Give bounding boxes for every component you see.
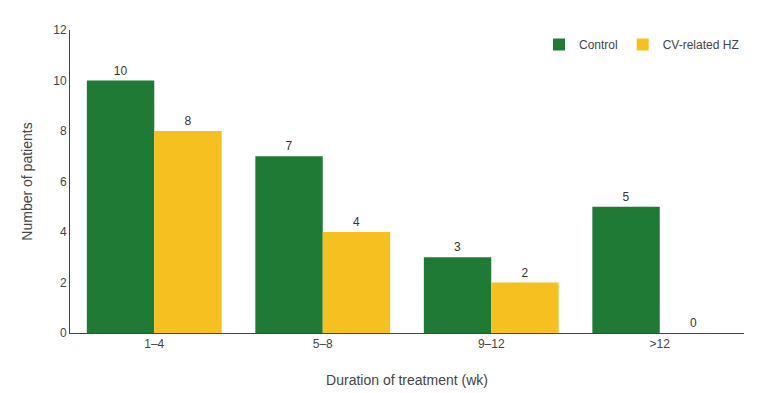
- svg-text:8: 8: [184, 114, 191, 128]
- svg-text:4: 4: [60, 225, 67, 239]
- svg-text:0: 0: [690, 316, 697, 330]
- svg-text:4: 4: [353, 215, 360, 229]
- svg-text:0: 0: [60, 326, 67, 340]
- svg-text:1–4: 1–4: [144, 337, 164, 351]
- svg-text:CV-related HZ: CV-related HZ: [663, 38, 739, 52]
- svg-text:7: 7: [286, 139, 293, 153]
- svg-text:5–8: 5–8: [313, 337, 333, 351]
- svg-text:Number of patients: Number of patients: [19, 122, 35, 240]
- svg-text:Control: Control: [579, 38, 618, 52]
- svg-text:2: 2: [60, 276, 67, 290]
- svg-text:5: 5: [623, 190, 630, 204]
- svg-text:2: 2: [521, 266, 528, 280]
- svg-text:9–12: 9–12: [478, 337, 505, 351]
- svg-text:3: 3: [454, 240, 461, 254]
- svg-text:8: 8: [60, 124, 67, 138]
- svg-text:12: 12: [53, 23, 67, 37]
- svg-text:10: 10: [114, 64, 128, 78]
- svg-text:6: 6: [60, 175, 67, 189]
- svg-text:Duration of treatment (wk): Duration of treatment (wk): [326, 372, 488, 388]
- svg-text:>12: >12: [650, 337, 671, 351]
- svg-text:10: 10: [53, 74, 67, 88]
